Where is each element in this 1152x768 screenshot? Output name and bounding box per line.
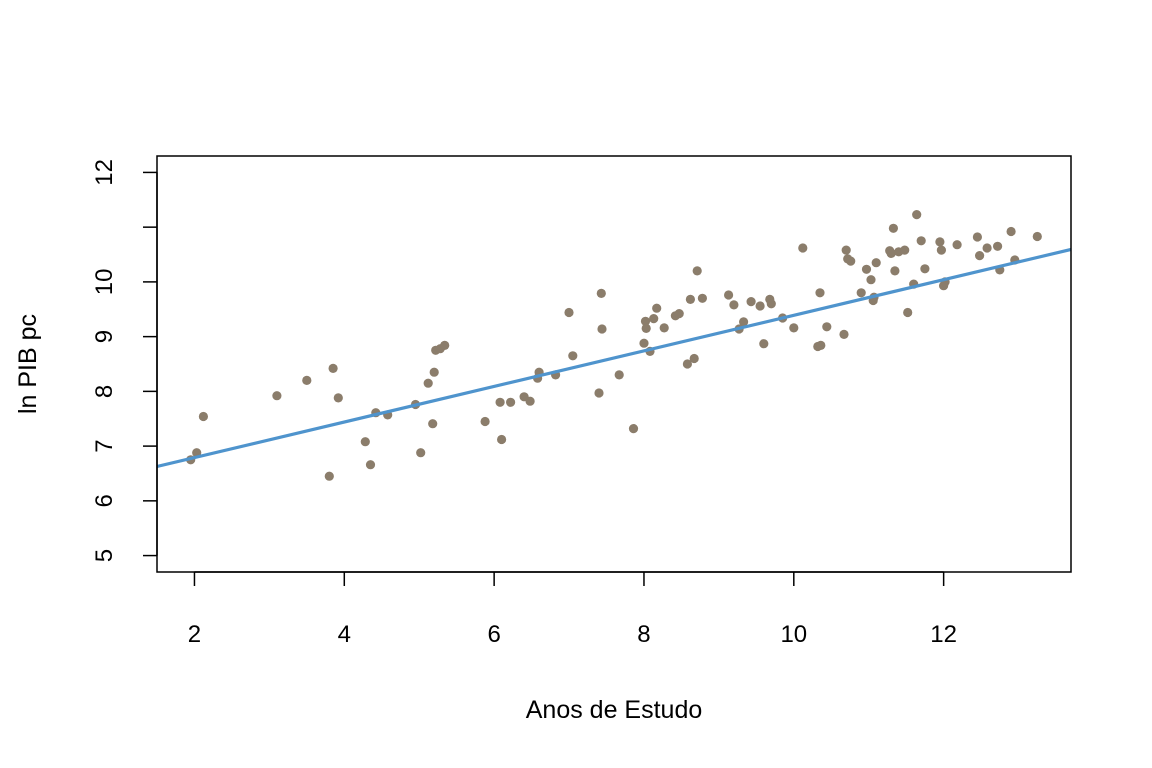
x-axis-title: Anos de Estudo: [526, 696, 703, 724]
data-point-4: [302, 375, 312, 385]
data-point-71: [861, 264, 872, 274]
data-points: [186, 210, 1042, 481]
data-point-64: [816, 340, 826, 350]
data-point-44: [674, 309, 684, 319]
data-point-94: [982, 243, 992, 253]
data-point-55: [755, 301, 765, 311]
data-point-69: [846, 256, 856, 266]
y-tick-label: 6: [91, 494, 118, 507]
x-tick-label: 12: [930, 621, 957, 648]
data-point-61: [798, 243, 808, 253]
data-point-40: [649, 314, 659, 324]
x-tick-label: 8: [637, 621, 650, 648]
data-point-3: [272, 391, 282, 401]
y-tick-label: 12: [91, 159, 118, 186]
data-point-34: [614, 370, 624, 380]
data-point-25: [525, 396, 535, 406]
data-point-70: [856, 288, 866, 298]
data-point-23: [506, 397, 516, 407]
data-point-36: [639, 338, 649, 348]
data-point-54: [746, 297, 756, 307]
data-point-95: [993, 241, 1003, 251]
data-point-51: [729, 300, 739, 310]
data-point-2: [198, 411, 208, 422]
data-point-93: [975, 251, 985, 261]
data-point-5: [324, 471, 334, 481]
data-point-15: [428, 419, 438, 429]
plot-frame: [156, 155, 1072, 573]
data-point-81: [900, 245, 910, 255]
data-point-35: [628, 424, 639, 434]
data-point-37: [640, 316, 651, 326]
data-point-65: [822, 322, 832, 332]
data-point-22: [497, 434, 507, 445]
data-point-38: [641, 323, 651, 333]
y-tick-label: 9: [91, 330, 118, 343]
data-point-50: [724, 290, 734, 300]
fit-line-layer: [157, 247, 1071, 469]
data-point-56: [759, 339, 769, 349]
y-tick-label: 10: [91, 269, 118, 296]
data-point-7: [333, 393, 343, 403]
data-point-6: [328, 363, 338, 373]
data-point-58: [766, 299, 776, 309]
data-point-29: [564, 307, 574, 318]
data-point-20: [480, 416, 490, 427]
y-axis: 5 6 7 8 9 10 12: [91, 159, 158, 562]
data-point-8: [360, 437, 370, 447]
y-tick-label: 8: [91, 385, 118, 398]
data-point-86: [920, 264, 930, 274]
data-point-72: [866, 275, 876, 285]
data-point-84: [912, 210, 922, 220]
data-point-63: [815, 288, 825, 298]
x-tick-label: 6: [487, 621, 500, 648]
data-point-78: [888, 223, 899, 233]
data-point-77: [886, 248, 896, 258]
x-tick-label: 2: [188, 621, 201, 648]
data-point-31: [594, 388, 604, 398]
data-point-19: [440, 340, 450, 350]
data-point-30: [568, 351, 578, 361]
data-point-14: [423, 378, 433, 388]
data-point-45: [682, 359, 693, 369]
data-point-92: [972, 232, 983, 242]
data-point-66: [839, 329, 849, 339]
data-point-82: [903, 307, 913, 318]
data-point-67: [841, 245, 851, 255]
data-point-91: [952, 240, 962, 250]
data-point-16: [429, 367, 439, 377]
data-point-85: [916, 236, 926, 246]
y-tick-label: 5: [91, 549, 118, 562]
x-axis: 2 4 6 8 10 12: [188, 571, 957, 648]
data-point-32: [596, 288, 606, 298]
data-point-75: [871, 258, 881, 268]
data-point-9: [365, 460, 376, 470]
data-point-49: [697, 293, 708, 303]
data-point-33: [597, 324, 607, 334]
data-point-88: [936, 245, 947, 255]
data-point-41: [652, 303, 662, 313]
data-point-46: [685, 294, 696, 304]
data-point-42: [659, 323, 669, 333]
data-point-99: [1032, 231, 1042, 242]
x-tick-label: 4: [338, 621, 351, 648]
data-point-87: [935, 237, 945, 247]
x-tick-label: 10: [780, 621, 807, 648]
data-point-60: [789, 323, 799, 333]
data-point-79: [890, 266, 900, 276]
fit-line: [157, 247, 1071, 469]
data-point-13: [416, 448, 426, 458]
y-axis-title: ln PIB pc: [14, 314, 42, 414]
y-tick-label: 7: [91, 439, 118, 452]
data-point-97: [1006, 226, 1016, 237]
data-point-53: [739, 317, 749, 327]
data-point-21: [495, 397, 505, 407]
data-point-47: [689, 353, 699, 364]
data-point-48: [692, 266, 702, 276]
